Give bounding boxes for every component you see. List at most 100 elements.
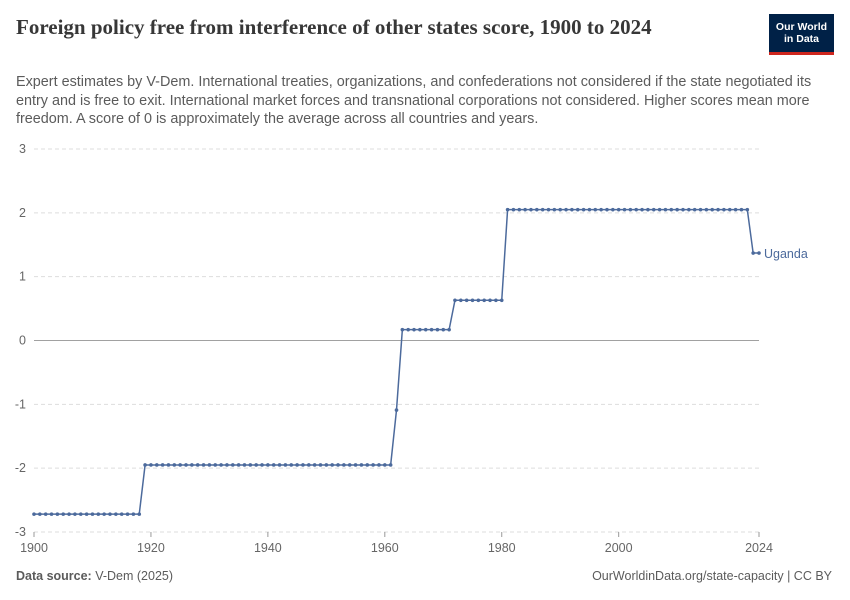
x-tick-label: 1960: [371, 541, 399, 555]
data-point: [96, 512, 101, 516]
data-point: [371, 463, 375, 467]
source-url[interactable]: OurWorldinData.org/state-capacity | CC B…: [592, 569, 832, 583]
y-tick-label: 0: [19, 334, 26, 348]
data-point: [423, 327, 428, 332]
data-point: [84, 512, 89, 516]
data-point: [441, 327, 446, 332]
data-point: [488, 298, 492, 303]
data-point: [523, 207, 527, 212]
data-point: [575, 207, 580, 212]
data-point: [160, 463, 165, 467]
data-point: [535, 207, 539, 212]
data-point: [605, 207, 609, 212]
data-point: [394, 408, 399, 412]
data-point: [663, 207, 668, 212]
data-point: [681, 207, 685, 212]
data-point: [108, 512, 112, 516]
data-point: [149, 463, 153, 467]
data-point: [201, 463, 206, 467]
data-point: [400, 327, 405, 332]
data-point: [289, 463, 294, 467]
data-point: [213, 463, 218, 467]
y-tick-label: 3: [19, 142, 26, 156]
owid-logo[interactable]: Our World in Data: [769, 14, 834, 55]
data-point: [529, 207, 533, 212]
data-point: [184, 463, 188, 467]
data-point: [494, 298, 498, 303]
data-point: [283, 463, 288, 467]
data-source-value[interactable]: V-Dem (2025): [95, 569, 174, 583]
data-point: [67, 512, 71, 516]
data-point: [429, 327, 434, 332]
data-point: [698, 207, 703, 212]
x-tick-label: 1940: [254, 541, 282, 555]
data-point: [271, 463, 276, 467]
data-point: [470, 298, 475, 303]
data-point: [599, 207, 603, 212]
data-point: [675, 207, 679, 212]
data-point: [219, 463, 223, 467]
data-point: [669, 207, 674, 212]
chart-subtitle: Expert estimates by V-Dem. International…: [16, 74, 812, 127]
y-tick-label: 1: [19, 270, 26, 284]
data-point: [383, 463, 387, 467]
data-point: [418, 327, 422, 332]
data-source: Data source: V-Dem (2025): [16, 569, 173, 583]
data-point: [61, 512, 66, 516]
data-source-label: Data source:: [16, 569, 92, 583]
data-point: [388, 463, 393, 467]
data-point: [38, 512, 42, 516]
data-point: [453, 298, 457, 303]
data-point: [119, 512, 124, 516]
x-tick-label: 1900: [20, 541, 48, 555]
data-point: [277, 463, 282, 467]
data-point: [353, 463, 358, 467]
data-point: [377, 463, 381, 467]
logo-line-2: in Data: [783, 33, 819, 45]
axes: 3 2 1 0 -1 -2 -3 1900 1920 1940 1960 1980 2000 2024: [15, 142, 773, 555]
x-tick-label: 1980: [488, 541, 516, 555]
data-point: [558, 207, 563, 212]
logo-line-1: Our World: [775, 21, 828, 33]
data-point: [651, 207, 656, 212]
series-label: Uganda: [764, 247, 808, 261]
data-point: [710, 207, 715, 212]
data-point: [459, 298, 463, 303]
data-point: [306, 463, 311, 467]
data-point: [616, 207, 621, 212]
data-point: [266, 463, 270, 467]
data-point: [32, 512, 36, 516]
data-point: [657, 207, 662, 212]
data-point: [55, 512, 60, 516]
data-point: [49, 512, 54, 516]
data-point: [260, 463, 264, 467]
data-point: [324, 463, 329, 467]
data-point: [722, 207, 726, 212]
data-point: [564, 207, 568, 212]
data-point: [464, 298, 469, 303]
data-point: [365, 463, 370, 467]
data-point: [435, 327, 440, 332]
data-point: [318, 463, 323, 467]
data-point: [154, 463, 159, 467]
data-point: [634, 207, 639, 212]
data-point: [611, 207, 615, 212]
data-point: [570, 207, 574, 212]
x-tick-label: 2024: [745, 541, 773, 555]
data-point: [447, 327, 451, 332]
y-tick-label: -1: [15, 397, 26, 411]
data-point: [733, 207, 738, 212]
data-point: [342, 463, 346, 467]
data-point: [190, 463, 194, 467]
data-point: [125, 512, 130, 516]
data-point: [546, 207, 551, 212]
data-point: [406, 327, 410, 332]
y-tick-label: -3: [15, 525, 26, 539]
data-point: [336, 463, 340, 467]
data-point: [646, 207, 650, 212]
data-point: [207, 463, 212, 467]
data-point: [295, 463, 299, 467]
data-point: [242, 463, 247, 467]
data-point: [593, 207, 598, 212]
